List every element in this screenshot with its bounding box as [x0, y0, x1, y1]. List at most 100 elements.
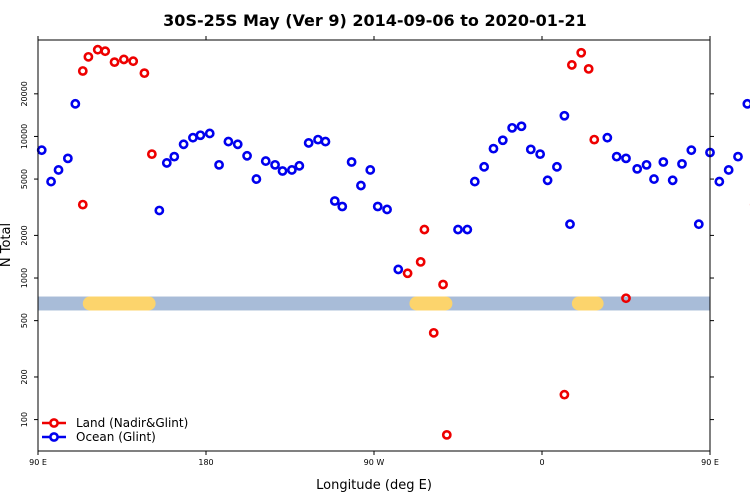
ocean-point — [204, 128, 215, 139]
chart-title: 30S-25S May (Ver 9) 2014-09-06 to 2020-0… — [163, 11, 587, 30]
ocean-point — [488, 143, 499, 154]
x-tick-label: 180 — [198, 458, 213, 467]
ocean-point — [693, 219, 704, 230]
ocean-point — [53, 165, 64, 175]
ocean-point — [462, 224, 473, 235]
ocean-point — [70, 98, 81, 109]
y-tick-label: 5000 — [20, 169, 29, 189]
ocean-point — [497, 135, 508, 146]
y-tick-label: 1000 — [20, 268, 29, 288]
land-segment — [409, 296, 453, 311]
points-layer — [36, 44, 750, 440]
land-point — [621, 293, 631, 304]
ocean-point — [723, 165, 734, 175]
ocean-point — [329, 196, 340, 206]
legend-ocean-marker — [49, 432, 59, 442]
land-segment — [82, 296, 156, 311]
ocean-point — [260, 156, 271, 166]
land-point — [441, 429, 452, 440]
land-point — [415, 256, 426, 267]
ocean-point — [565, 219, 575, 230]
ocean-point — [686, 145, 697, 156]
land-point — [589, 134, 600, 145]
x-tick-label: 90 E — [29, 458, 47, 467]
land-point — [128, 56, 139, 67]
land-point — [419, 224, 430, 235]
land-point — [566, 60, 577, 70]
legend: Land (Nadir&Glint)Ocean (Glint) — [42, 416, 188, 444]
x-axis-label: Longitude (deg E) — [316, 478, 432, 493]
x-tick-label: 90 E — [701, 458, 719, 467]
ocean-point — [346, 157, 357, 167]
x-tick-label: 90 W — [364, 458, 385, 467]
legend-land-label: Land (Nadir&Glint) — [76, 416, 188, 430]
ocean-point — [161, 158, 172, 168]
land-point — [559, 389, 570, 400]
ocean-point — [62, 153, 73, 164]
land-point — [576, 47, 587, 58]
land-point — [77, 66, 88, 76]
ocean-point — [320, 136, 331, 147]
ocean-point — [535, 149, 546, 160]
ocean-point — [277, 166, 288, 176]
y-axis-label: N Total — [0, 223, 14, 267]
land-point — [402, 268, 413, 279]
ocean-point — [232, 139, 243, 150]
ocean-point — [507, 122, 518, 133]
ocean-point — [542, 175, 553, 186]
band-layer — [38, 296, 710, 311]
ocean-point — [214, 159, 224, 170]
ocean-point — [525, 144, 536, 155]
ocean-point — [516, 121, 527, 132]
ocean-point — [46, 176, 56, 187]
ocean-point — [223, 136, 234, 147]
ocean-point — [742, 98, 750, 109]
land-point — [118, 54, 129, 65]
ocean-point — [479, 161, 490, 172]
ocean-point — [382, 204, 392, 215]
ocean-point — [677, 158, 687, 169]
ocean-point — [733, 151, 743, 162]
ocean-point — [356, 180, 366, 191]
ocean-point — [286, 165, 297, 175]
y-tick-label: 2000 — [20, 225, 29, 245]
ocean-point — [178, 139, 189, 150]
ocean-point — [453, 224, 463, 235]
ocean-point — [372, 201, 383, 212]
ocean-point — [667, 175, 678, 186]
ocean-point — [649, 174, 659, 184]
ocean-point — [714, 176, 725, 187]
ocean-point — [337, 201, 348, 212]
land-point — [583, 63, 594, 74]
ocean-point — [154, 205, 165, 216]
plot-frame — [37, 39, 711, 452]
y-tick-label: 200 — [20, 369, 29, 384]
legend-land-marker — [49, 418, 59, 428]
ocean-point — [313, 134, 323, 145]
ocean-point — [469, 176, 480, 187]
land-point — [139, 68, 150, 79]
ocean-point — [641, 159, 652, 170]
ocean-point — [621, 153, 631, 164]
land-point — [438, 279, 448, 290]
land-point — [109, 57, 120, 68]
ocean-point — [303, 138, 314, 148]
ocean-point — [552, 161, 562, 172]
land-point — [77, 199, 88, 210]
ocean-point — [169, 151, 180, 162]
axes-layer: 90 E 180 90 W 0 90 E 100 200 500 1000 2000 5000 100… — [20, 36, 719, 467]
x-tick-label: 0 — [539, 458, 544, 467]
y-tick-label: 10000 — [20, 124, 29, 149]
ocean-point — [242, 150, 252, 161]
ocean-point — [559, 110, 570, 121]
ocean-point — [393, 264, 404, 275]
ocean-point — [611, 151, 622, 162]
ocean-point — [188, 132, 198, 143]
ocean-point — [195, 130, 206, 141]
y-tick-label: 100 — [20, 412, 29, 427]
land-point — [146, 149, 157, 160]
ocean-point — [658, 157, 669, 167]
ocean-band — [38, 296, 710, 311]
land-point — [92, 44, 103, 55]
